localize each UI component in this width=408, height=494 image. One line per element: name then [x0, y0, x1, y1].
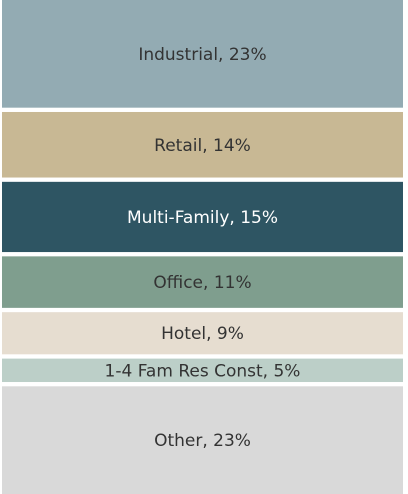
bar-segment: [2, 312, 403, 355]
segment-label: Multi-Family, 15%: [127, 208, 278, 228]
segment-label: Office, 11%: [153, 273, 251, 293]
bar-segment: [2, 181, 403, 253]
segment-label: Other, 23%: [154, 431, 251, 451]
bar-segment: [2, 358, 403, 383]
bar-segment: [2, 256, 403, 308]
segment-label: Industrial, 23%: [138, 45, 266, 65]
segment-label: 1-4 Fam Res Const, 5%: [105, 361, 301, 381]
bar-segment: [2, 111, 403, 178]
bar-segment: [2, 0, 403, 108]
bar-segment: [2, 386, 403, 494]
segment-label: Hotel, 9%: [161, 324, 244, 344]
segment-label: Retail, 14%: [154, 136, 251, 156]
